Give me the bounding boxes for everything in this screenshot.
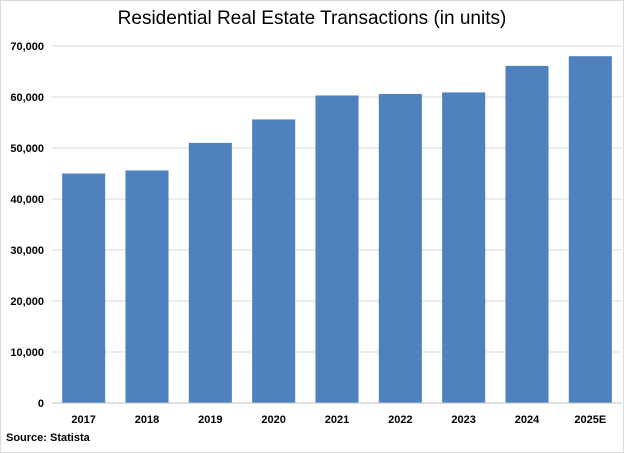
source-note: Source: Statista (6, 432, 90, 444)
bar-2019 (188, 142, 232, 403)
bar-2022 (378, 93, 422, 403)
chart-title: Residential Real Estate Transactions (in… (117, 8, 507, 29)
x-tick-label: 2025E (574, 414, 606, 426)
bar-2021 (315, 95, 359, 403)
x-tick-label: 2020 (261, 414, 285, 426)
bar-2023 (442, 92, 486, 403)
y-tick-label: 20,000 (10, 296, 44, 308)
x-tick-label: 2024 (515, 414, 540, 426)
y-tick-label: 10,000 (10, 347, 44, 359)
bar-2017 (62, 173, 106, 403)
bars (62, 56, 612, 403)
bar-2025E (568, 56, 612, 403)
y-tick-label: 50,000 (10, 143, 44, 155)
axes: 0 10,000 20,000 30,000 40,000 50,000 60,000 70,… (10, 41, 622, 426)
y-tick-label: 40,000 (10, 194, 44, 206)
y-tick-label: 0 (38, 398, 44, 410)
x-tick-label: 2018 (135, 414, 159, 426)
y-tick-label: 70,000 (10, 41, 44, 53)
x-tick-label: 2019 (198, 414, 222, 426)
x-tick-label: 2017 (71, 414, 95, 426)
x-tick-label: 2022 (388, 414, 412, 426)
bar-2020 (252, 119, 296, 403)
y-tick-label: 30,000 (10, 245, 44, 257)
bar-2018 (125, 170, 169, 403)
x-tick-label: 2021 (325, 414, 349, 426)
x-tick-label: 2023 (451, 414, 475, 426)
bar-2024 (505, 65, 549, 403)
y-tick-label: 60,000 (10, 92, 44, 104)
